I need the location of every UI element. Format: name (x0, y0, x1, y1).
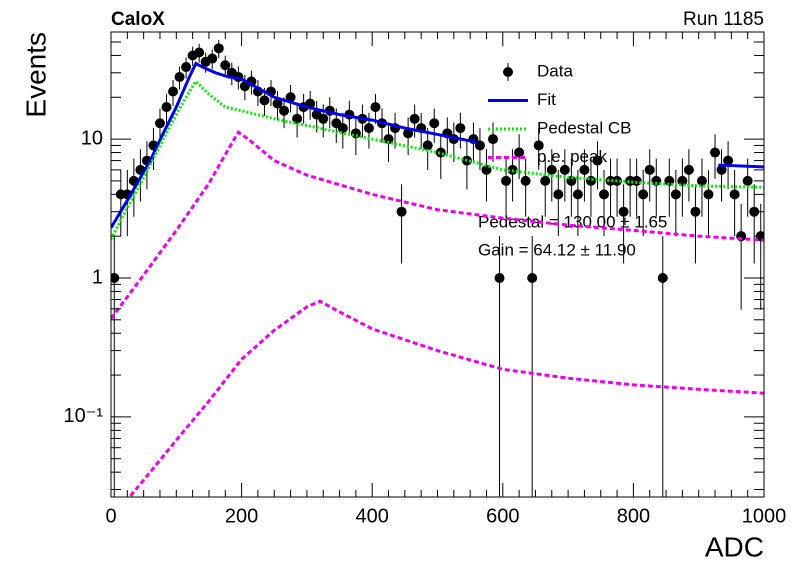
data-point (396, 206, 407, 217)
chart-title: CaloX (111, 9, 165, 30)
x-tick-label: 600 (486, 505, 519, 527)
data-point (657, 272, 668, 283)
data-point (716, 164, 727, 175)
fit-curve (129, 299, 764, 497)
legend-label: Fit (537, 90, 556, 109)
data-point (435, 147, 446, 158)
data-point (279, 105, 290, 116)
data-point (579, 164, 590, 175)
x-tick-label: 800 (617, 505, 650, 527)
data-point (220, 60, 231, 71)
data-point (181, 62, 192, 73)
y-axis-label: Events (20, 32, 51, 118)
run-label: Run 1185 (683, 9, 764, 30)
data-point (540, 175, 551, 186)
data-point (213, 43, 224, 54)
data-point (494, 272, 505, 283)
data-point (599, 189, 610, 200)
data-point (383, 134, 394, 145)
data-point (292, 113, 303, 124)
data-point (403, 128, 414, 139)
data-point (723, 155, 734, 166)
data-point (285, 92, 296, 103)
data-point (409, 113, 420, 124)
x-tick-label: 200 (225, 505, 258, 527)
data-point (559, 164, 570, 175)
data-point (670, 189, 681, 200)
x-tick-label: 0 (105, 505, 116, 527)
legend-label: p.e. peak (537, 147, 607, 166)
legend-label: Pedestal CB (537, 118, 632, 137)
data-point (572, 189, 583, 200)
data-point (742, 175, 753, 186)
data-point (618, 206, 629, 217)
y-tick-label: 10⁻¹ (64, 405, 104, 427)
fit-curve (111, 130, 764, 320)
data-point (168, 86, 179, 97)
y-tick-label: 1 (92, 266, 103, 288)
data-point (363, 123, 374, 134)
data-point (651, 175, 662, 186)
data-point (703, 189, 714, 200)
data-point (683, 164, 694, 175)
data-point (592, 155, 603, 166)
y-tick-label: 10 (81, 127, 103, 149)
data-point (696, 175, 707, 186)
data-point (455, 123, 466, 134)
fit-curve (111, 61, 764, 229)
data-point (677, 175, 688, 186)
data-point (337, 123, 348, 134)
data-point (585, 175, 596, 186)
data-point (161, 102, 172, 113)
x-tick-label: 1000 (742, 505, 787, 527)
data-point (546, 164, 557, 175)
data-point (501, 175, 512, 186)
fit-curve (111, 79, 764, 240)
data-point (259, 95, 270, 106)
data-point (422, 140, 433, 151)
data-point (644, 164, 655, 175)
data-point (154, 118, 165, 129)
data-point (729, 189, 740, 200)
data-point (318, 113, 329, 124)
data-point (272, 98, 283, 109)
data-point (638, 189, 649, 200)
data-point (553, 189, 564, 200)
data-point (474, 140, 485, 151)
legend-label: Data (537, 61, 573, 80)
data-point (710, 147, 721, 158)
x-tick-label: 400 (356, 505, 389, 527)
data-point (514, 147, 525, 158)
x-axis-label: ADC (705, 531, 764, 562)
annotation: Gain = 64.12 ± 11.90 (478, 240, 636, 259)
data-point (194, 47, 205, 58)
data-point (520, 175, 531, 186)
legend-marker (503, 67, 513, 77)
data-point (690, 206, 701, 217)
data-point (370, 102, 381, 113)
plot-area (111, 39, 764, 497)
data-point (429, 118, 440, 129)
data-point (533, 140, 544, 151)
data-point (488, 134, 499, 145)
data-point (527, 272, 538, 283)
data-point (174, 71, 185, 82)
annotation: Pedestal = 130.00 ± 1.65 (478, 212, 667, 231)
data-point (207, 53, 218, 64)
